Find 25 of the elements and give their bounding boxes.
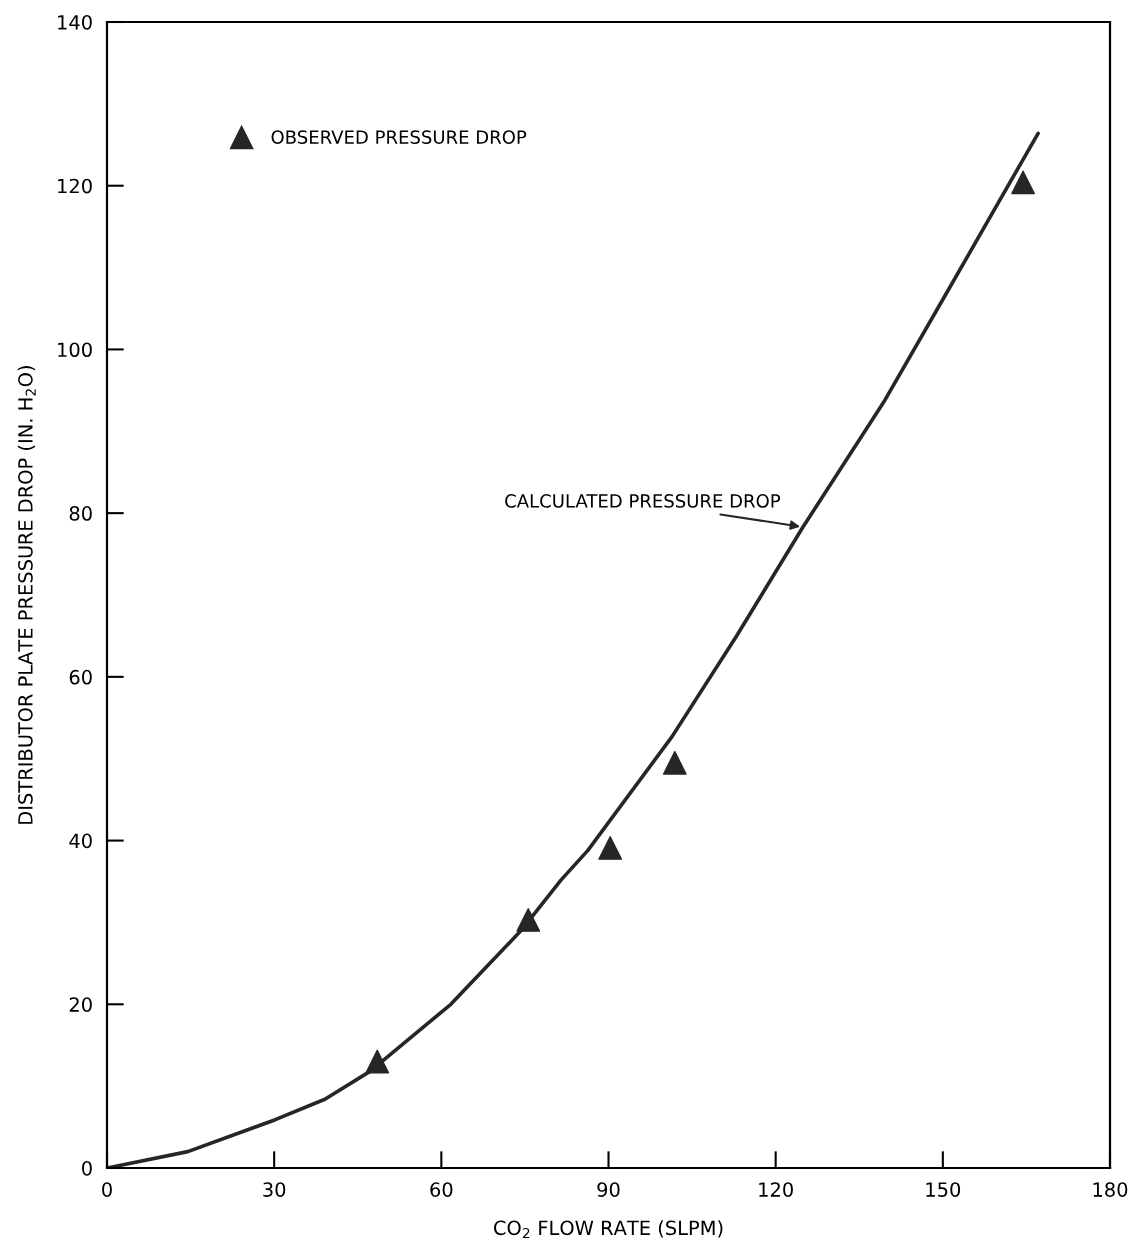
y-tick-label: 100 (58, 342, 92, 358)
x-tick-label: 150 (926, 1182, 961, 1197)
x-tick-label: 0 (102, 1182, 112, 1197)
point (516, 908, 541, 932)
y-tick-label: 80 (69, 506, 92, 521)
x-tick-label: 120 (759, 1182, 793, 1197)
x-tick-label: 180 (1093, 1182, 1128, 1197)
y-tick-label: 60 (69, 669, 92, 685)
point (662, 750, 687, 775)
point (365, 1049, 390, 1074)
x-tick-label: 60 (430, 1182, 453, 1197)
y-tick-label: 120 (58, 178, 92, 194)
line-series (107, 131, 1040, 1168)
x-axis-title: CO$_{2}$ FLOW RATE (SLPM) (493, 1220, 723, 1239)
x-tick-label: 90 (597, 1182, 620, 1197)
series-label: CALCULATED PRESSURE DROP (505, 494, 781, 508)
y-axis-title: DISTRIBUTOR PLATE PRESSURE DROP (IN. H$_{2}$O) (17, 366, 36, 824)
legend-label: OBSERVED PRESSURE DROP (271, 130, 527, 144)
y-tick-label: 0 (82, 1160, 92, 1176)
y-tick-label: 20 (69, 997, 92, 1012)
point (598, 836, 623, 860)
y-tick-label: 40 (69, 833, 92, 849)
point (1011, 170, 1035, 195)
x-tick-label: 30 (263, 1182, 286, 1197)
y-tick-label: 140 (58, 14, 92, 30)
